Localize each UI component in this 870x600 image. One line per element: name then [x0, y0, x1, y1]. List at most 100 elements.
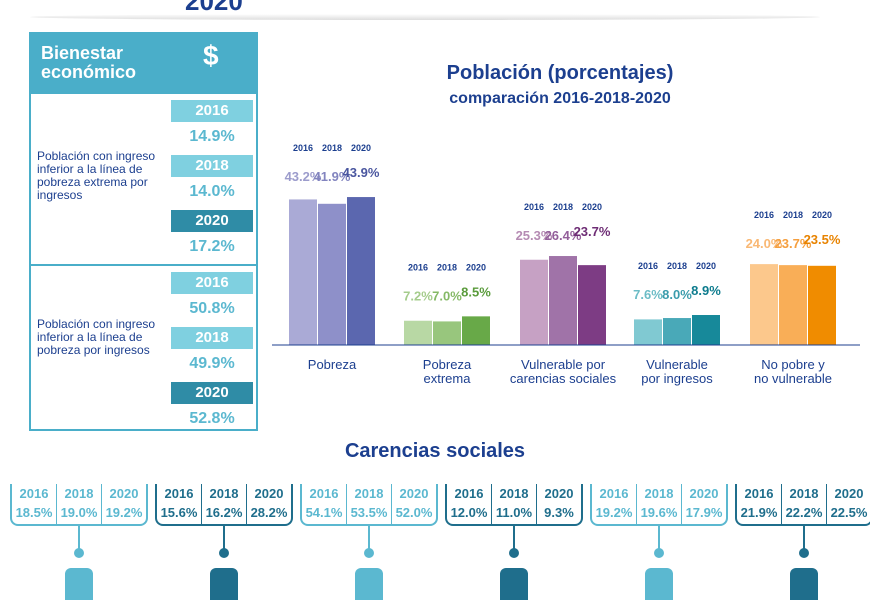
value-label: 7.6% — [633, 287, 663, 302]
carencia-year: 2018 — [644, 486, 674, 501]
connector — [658, 526, 660, 550]
category-label: Pobreza — [423, 357, 472, 372]
carencia-cell: 2016 21.9% — [737, 484, 781, 524]
housing-quality-icon — [500, 568, 528, 600]
dollar-icon: $ — [203, 40, 219, 71]
connector-dot — [74, 548, 84, 558]
carencia-year: 2018 — [209, 486, 239, 501]
connector-dot — [799, 548, 809, 558]
carencia-cell: 2018 19.0% — [56, 484, 101, 524]
carencia-value: 19.6% — [640, 505, 678, 520]
header-divider — [30, 14, 820, 20]
value-label: 41.9% — [314, 169, 351, 184]
carencia-cell: 2016 12.0% — [447, 484, 491, 524]
value-label: 8.5% — [461, 284, 491, 299]
carencia-value: 18.5% — [15, 505, 53, 520]
year-label: 2016 — [408, 262, 428, 272]
carencia-year: 2018 — [789, 486, 819, 501]
year-label: 2016 — [638, 261, 658, 271]
category-label: por ingresos — [641, 371, 713, 386]
carencia-year: 2018 — [354, 486, 384, 501]
category-label: No pobre y — [761, 357, 825, 372]
value-label: 23.5% — [804, 232, 841, 247]
carencia-year: 2016 — [19, 486, 49, 501]
value-label: 24.0% — [746, 236, 783, 251]
year-label: 2016 — [754, 210, 774, 220]
bar — [692, 315, 720, 345]
food-icon — [790, 568, 818, 600]
carencia-group: 2016 12.0% 2018 11.0% 2020 9.3% — [445, 484, 583, 526]
year-label: 2018 — [667, 261, 687, 271]
bar — [808, 265, 836, 345]
bar — [663, 318, 691, 345]
carencia-value: 12.0% — [450, 505, 488, 520]
carencia-cell: 2018 19.6% — [636, 484, 681, 524]
header-year: 2020 — [185, 0, 243, 16]
connector — [223, 526, 225, 550]
carencia-cell: 2018 53.5% — [346, 484, 391, 524]
bar-chart: 43.2% 2016 41.9% 2018 43.9% 2020 Pobreza 7.2% 20… — [272, 143, 860, 386]
panel-section: Población con ingreso inferior a la líne… — [31, 264, 256, 436]
chart-subtitle: comparación 2016-2018-2020 — [449, 90, 671, 107]
education-icon — [65, 568, 93, 600]
carencia-value: 22.5% — [830, 505, 868, 520]
carencia-value: 19.2% — [595, 505, 633, 520]
bar — [549, 256, 577, 345]
carencia-cell: 2020 28.2% — [246, 484, 291, 524]
connector-dot — [364, 548, 374, 558]
year-value: 49.9% — [189, 355, 235, 372]
carencia-value: 9.3% — [544, 505, 574, 520]
year-value: 14.0% — [189, 183, 235, 200]
carencia-cell: 2016 18.5% — [12, 484, 56, 524]
carencia-year: 2016 — [454, 486, 484, 501]
category-label: extrema — [424, 371, 472, 386]
value-label: 7.2% — [403, 288, 433, 303]
connector-dot — [509, 548, 519, 558]
carencia-value: 53.5% — [350, 505, 388, 520]
category-label: Vulnerable — [646, 357, 708, 372]
bar — [634, 319, 662, 345]
carencia-year: 2018 — [64, 486, 94, 501]
carencia-value: 22.2% — [785, 505, 823, 520]
bar — [318, 203, 346, 345]
year-value: 17.2% — [189, 238, 235, 255]
carencia-cell: 2020 17.9% — [681, 484, 726, 524]
panel-header: Bienestar económico $ — [31, 34, 256, 92]
bar — [404, 320, 432, 345]
year-badge: 2020 — [171, 382, 253, 404]
carencia-year: 2020 — [399, 486, 429, 501]
carencia-year: 2020 — [544, 486, 574, 501]
panel-section: Población con ingreso inferior a la líne… — [31, 92, 256, 264]
category-label: Pobreza — [308, 357, 357, 372]
value-label: 43.2% — [285, 169, 322, 184]
year-label: 2020 — [812, 210, 832, 220]
carencia-year: 2020 — [109, 486, 139, 501]
year-badge: 2020 — [171, 210, 253, 232]
carencia-cell: 2018 11.0% — [491, 484, 536, 524]
bar — [347, 197, 375, 345]
carencia-year: 2016 — [164, 486, 194, 501]
year-badge: 2018 — [171, 327, 253, 349]
carencia-year: 2016 — [599, 486, 629, 501]
category-label: carencias sociales — [510, 371, 617, 386]
year-label: 2020 — [351, 143, 371, 153]
chart-title: Población (porcentajes) — [446, 62, 674, 84]
value-label: 43.9% — [343, 165, 380, 180]
bar — [520, 259, 548, 345]
bar — [578, 265, 606, 345]
connector-dot — [219, 548, 229, 558]
carencia-value: 54.1% — [305, 505, 343, 520]
carencia-value: 11.0% — [495, 505, 533, 520]
year-label: 2018 — [322, 143, 342, 153]
carencia-year: 2018 — [499, 486, 529, 501]
value-label: 26.4% — [545, 228, 582, 243]
connector — [513, 526, 515, 550]
carencia-cell: 2018 22.2% — [781, 484, 826, 524]
year-label: 2016 — [293, 143, 313, 153]
bar — [433, 321, 461, 345]
carencia-group: 2016 19.2% 2018 19.6% 2020 17.9% — [590, 484, 728, 526]
year-label: 2018 — [783, 210, 803, 220]
value-label: 8.9% — [691, 283, 721, 298]
bar — [750, 264, 778, 345]
carencia-group: 2016 15.6% 2018 16.2% 2020 28.2% — [155, 484, 293, 526]
